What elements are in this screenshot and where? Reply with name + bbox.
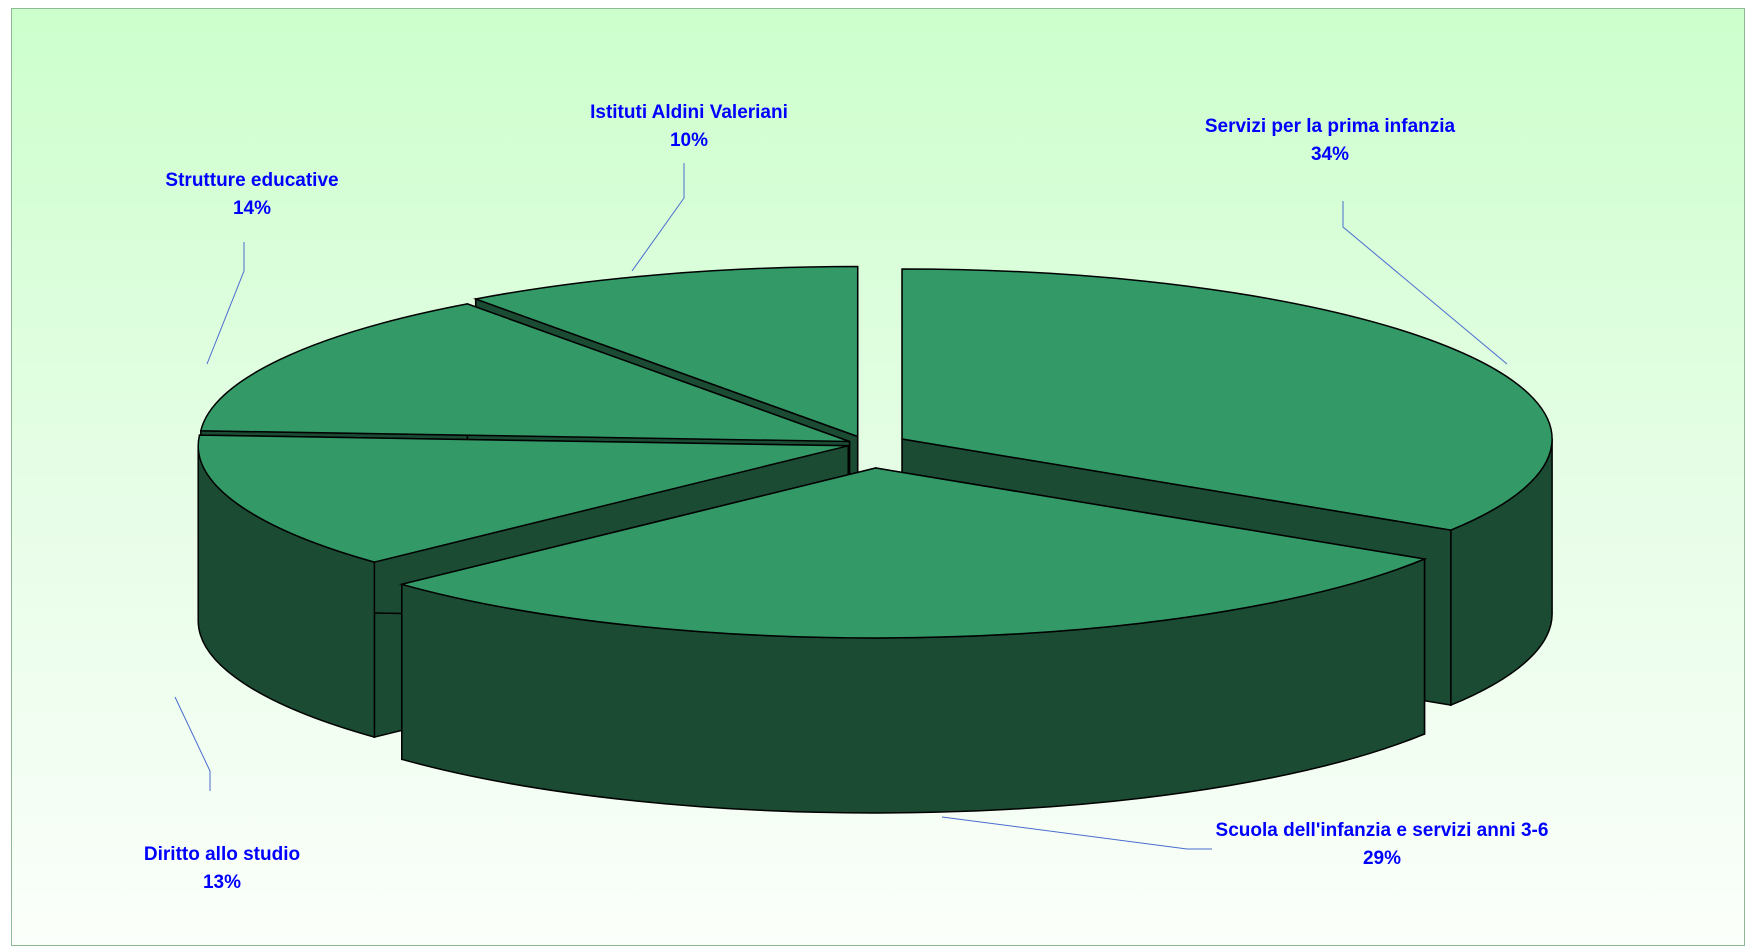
label-istituti-aldini-valeriani-name: Istituti Aldini Valeriani bbox=[590, 102, 788, 123]
leader-line-2 bbox=[174, 696, 211, 791]
label-diritto-allo-studio-percent: 13% bbox=[202, 872, 242, 893]
leader-line-3 bbox=[206, 242, 245, 365]
label-strutture-educative-name: Strutture educative bbox=[165, 170, 339, 191]
label-scuola-infanzia-percent: 29% bbox=[1362, 848, 1402, 869]
label-scuola-infanzia-name: Scuola dell'infanzia e servizi anni 3-6 bbox=[1215, 820, 1549, 841]
slice-3-top bbox=[199, 303, 850, 443]
label-istituti-aldini-valeriani-percent: 10% bbox=[669, 130, 709, 151]
slice-2-top bbox=[197, 434, 849, 563]
leader-line-4 bbox=[631, 163, 685, 272]
label-strutture-educative-percent: 14% bbox=[232, 198, 272, 219]
label-servizi-prima-infanzia-percent: 34% bbox=[1310, 144, 1350, 165]
label-servizi-prima-infanzia-name: Servizi per la prima infanzia bbox=[1204, 116, 1456, 137]
slice-0-top bbox=[901, 268, 1553, 531]
slice-1-top bbox=[398, 467, 1428, 639]
slice-4-top bbox=[472, 265, 859, 438]
label-servizi-prima-infanzia: Servizi per la prima infanzia 34% bbox=[1180, 113, 1480, 169]
label-scuola-infanzia: Scuola dell'infanzia e servizi anni 3-6 … bbox=[1212, 817, 1552, 873]
label-diritto-allo-studio-name: Diritto allo studio bbox=[143, 844, 301, 865]
pie-chart bbox=[174, 163, 1553, 850]
leader-line-1 bbox=[941, 816, 1212, 850]
label-diritto-allo-studio: Diritto allo studio 13% bbox=[97, 841, 347, 897]
leader-line-0 bbox=[1342, 201, 1508, 365]
chart-area: Servizi per la prima infanzia 34% Scuola… bbox=[11, 8, 1745, 946]
label-strutture-educative: Strutture educative 14% bbox=[127, 167, 377, 223]
label-istituti-aldini-valeriani: Istituti Aldini Valeriani 10% bbox=[549, 99, 829, 155]
